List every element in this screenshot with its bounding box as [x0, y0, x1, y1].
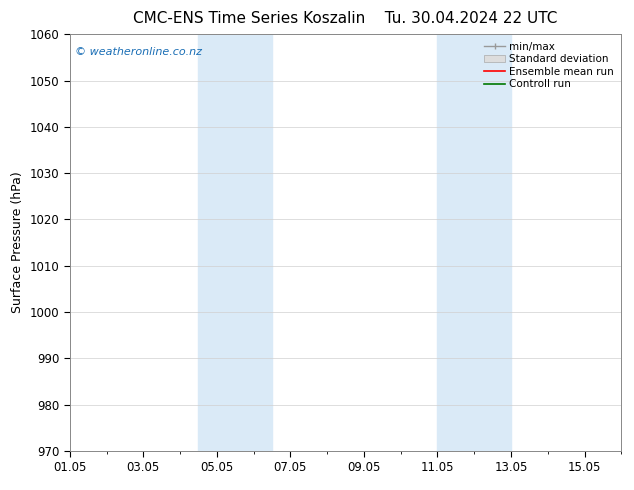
- Legend: min/max, Standard deviation, Ensemble mean run, Controll run: min/max, Standard deviation, Ensemble me…: [482, 40, 616, 92]
- Bar: [198, 34, 272, 451]
- Y-axis label: Surface Pressure (hPa): Surface Pressure (hPa): [11, 172, 24, 314]
- Text: © weatheronline.co.nz: © weatheronline.co.nz: [75, 47, 202, 57]
- Title: CMC-ENS Time Series Koszalin    Tu. 30.04.2024 22 UTC: CMC-ENS Time Series Koszalin Tu. 30.04.2…: [133, 11, 558, 26]
- Bar: [437, 34, 511, 451]
